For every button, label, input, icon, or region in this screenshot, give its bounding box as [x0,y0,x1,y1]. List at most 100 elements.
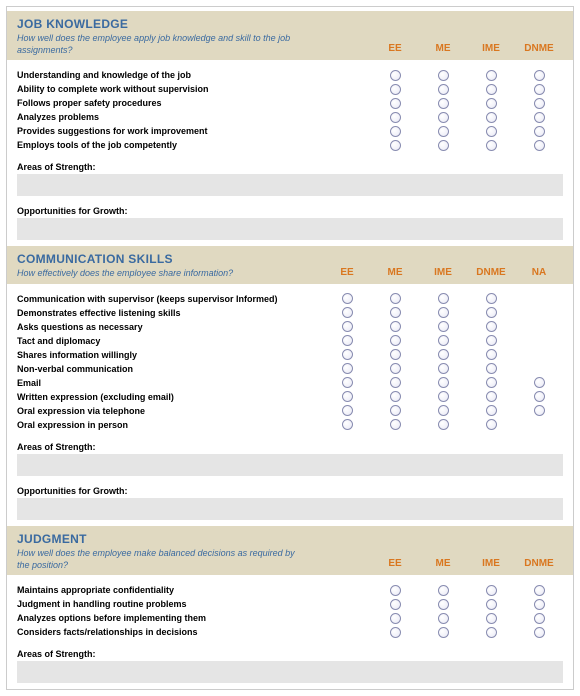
radio-cell [467,416,515,434]
radio-button[interactable] [342,419,353,430]
radio-button[interactable] [534,405,545,416]
radio-button[interactable] [438,349,449,360]
radio-button[interactable] [438,405,449,416]
radio-button[interactable] [534,377,545,388]
radio-button[interactable] [486,363,497,374]
growth-textarea[interactable] [17,218,563,240]
radio-button[interactable] [342,377,353,388]
radio-button[interactable] [486,613,497,624]
radio-button[interactable] [390,405,401,416]
radio-button[interactable] [438,84,449,95]
radio-button[interactable] [486,307,497,318]
radio-button[interactable] [390,363,401,374]
radio-button[interactable] [342,391,353,402]
radio-button[interactable] [390,627,401,638]
radio-button[interactable] [534,627,545,638]
radio-button[interactable] [534,112,545,123]
radio-button[interactable] [534,613,545,624]
item-row: Employs tools of the job competently [17,138,563,152]
radio-button[interactable] [342,349,353,360]
radio-button[interactable] [390,419,401,430]
radio-button[interactable] [438,112,449,123]
radio-button[interactable] [534,126,545,137]
radio-button[interactable] [342,363,353,374]
radio-button[interactable] [438,627,449,638]
radio-button[interactable] [390,98,401,109]
radio-button[interactable] [438,307,449,318]
radio-button[interactable] [438,419,449,430]
radio-button[interactable] [438,377,449,388]
radio-button[interactable] [390,293,401,304]
radio-button[interactable] [342,405,353,416]
item-label: Communication with supervisor (keeps sup… [17,294,323,304]
strength-textarea[interactable] [17,174,563,196]
radio-button[interactable] [486,126,497,137]
radio-button[interactable] [438,363,449,374]
radio-button[interactable] [486,112,497,123]
radio-button[interactable] [438,293,449,304]
radio-button[interactable] [486,391,497,402]
radio-button[interactable] [390,599,401,610]
strength-textarea[interactable] [17,454,563,476]
radio-button[interactable] [438,140,449,151]
radio-button[interactable] [390,140,401,151]
radio-button[interactable] [438,321,449,332]
radio-button[interactable] [534,585,545,596]
radio-button[interactable] [534,98,545,109]
radio-button[interactable] [438,126,449,137]
radio-button[interactable] [438,585,449,596]
radio-button[interactable] [390,391,401,402]
radio-button[interactable] [390,126,401,137]
radio-cell [515,416,563,434]
column-header: DNME [515,43,563,54]
radio-button[interactable] [438,335,449,346]
radio-button[interactable] [486,349,497,360]
radio-button[interactable] [486,405,497,416]
radio-button[interactable] [390,335,401,346]
radio-button[interactable] [390,70,401,81]
radio-empty [534,320,545,331]
radio-button[interactable] [534,84,545,95]
radio-button[interactable] [390,307,401,318]
radio-button[interactable] [486,419,497,430]
radio-button[interactable] [342,321,353,332]
radio-button[interactable] [486,98,497,109]
radio-button[interactable] [486,321,497,332]
growth-textarea[interactable] [17,498,563,520]
strength-textarea[interactable] [17,661,563,683]
radio-button[interactable] [534,140,545,151]
radio-button[interactable] [486,627,497,638]
radio-button[interactable] [390,112,401,123]
radio-button[interactable] [486,84,497,95]
radio-button[interactable] [438,599,449,610]
radio-button[interactable] [438,613,449,624]
radio-button[interactable] [342,293,353,304]
radio-button[interactable] [486,70,497,81]
radio-button[interactable] [486,377,497,388]
radio-button[interactable] [486,585,497,596]
radio-button[interactable] [486,599,497,610]
radio-button[interactable] [390,84,401,95]
radio-button[interactable] [390,585,401,596]
radio-button[interactable] [390,349,401,360]
radio-button[interactable] [390,613,401,624]
growth-label: Opportunities for Growth: [17,482,563,498]
radio-button[interactable] [390,377,401,388]
radio-button[interactable] [486,140,497,151]
radio-button[interactable] [534,391,545,402]
column-header: IME [467,558,515,569]
radio-button[interactable] [534,599,545,610]
radio-button[interactable] [342,307,353,318]
section-subtitle: How well does the employee make balanced… [17,548,297,571]
radio-button[interactable] [438,391,449,402]
section-header: JUDGMENTHow well does the employee make … [7,526,573,575]
strength-block: Areas of Strength: [7,158,573,196]
radio-button[interactable] [486,293,497,304]
radio-button[interactable] [342,335,353,346]
radio-button[interactable] [390,321,401,332]
item-label: Employs tools of the job competently [17,140,371,150]
radio-button[interactable] [534,70,545,81]
radio-button[interactable] [438,70,449,81]
radio-button[interactable] [486,335,497,346]
radio-button[interactable] [438,98,449,109]
